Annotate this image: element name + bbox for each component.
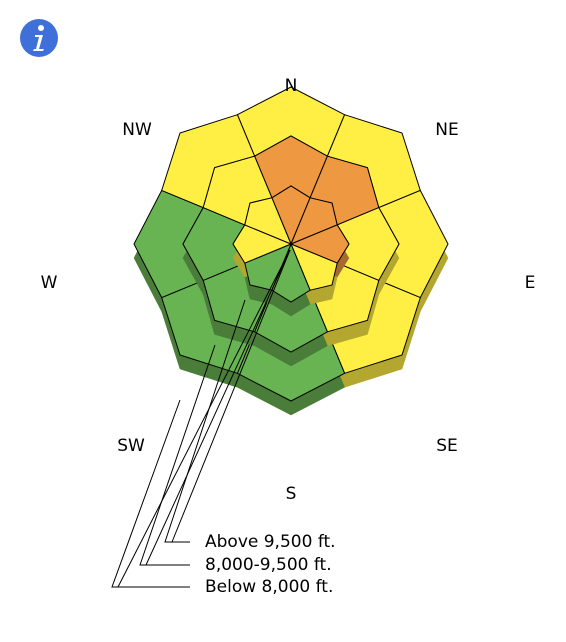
direction-label: W [41,273,58,293]
rose [133,86,449,416]
info-dot[interactable] [38,25,44,31]
direction-label: SE [436,436,458,456]
direction-label: N [285,76,298,96]
leader-line [145,249,291,566]
direction-label: NW [122,120,152,140]
leader-line [139,344,216,566]
info-icon[interactable] [20,19,58,57]
direction-label: S [286,484,297,504]
leader-lines [111,249,291,588]
leader-line [164,299,246,543]
leader-line [111,399,190,588]
band-label: Above 9,500 ft. [205,532,336,552]
band-label: Below 8,000 ft. [205,577,333,597]
sector [244,197,292,245]
direction-labels: N NE E SE S SW W NW [41,76,536,504]
direction-label: E [525,273,536,293]
direction-label: SW [117,436,145,456]
band-label: 8,000-9,500 ft. [205,555,332,575]
info-stem[interactable] [33,35,44,51]
direction-label: NE [435,120,458,140]
leader-line [171,249,291,543]
leader-line [117,249,291,588]
